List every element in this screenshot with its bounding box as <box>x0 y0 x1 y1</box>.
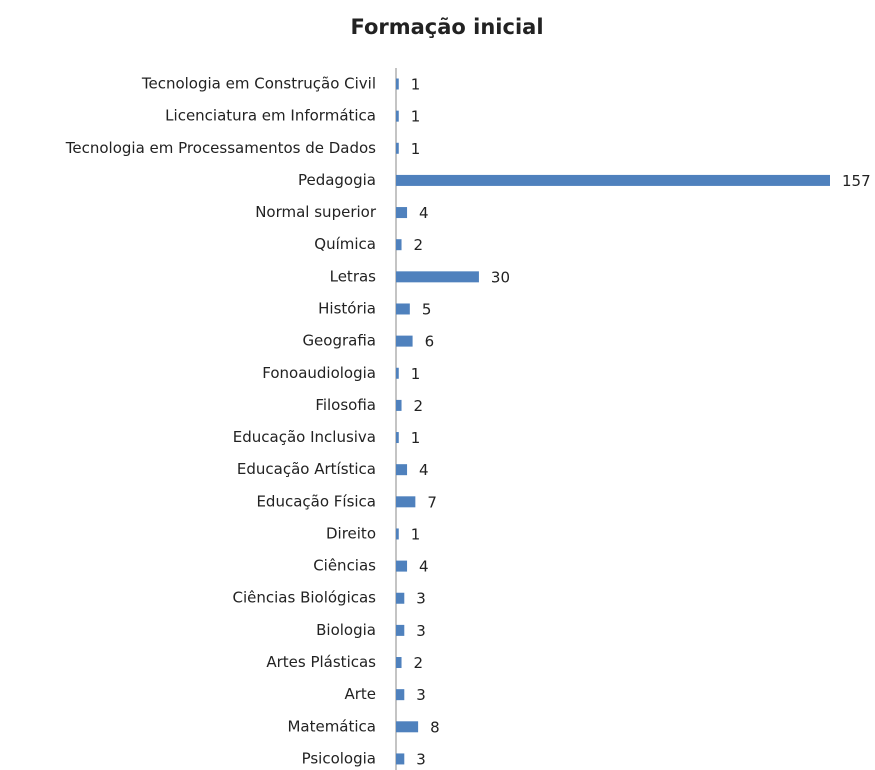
category-label: Arte <box>344 685 376 703</box>
category-label: Ciências <box>313 557 376 575</box>
category-label: Pedagogia <box>298 171 376 189</box>
bar <box>396 239 402 251</box>
category-label: Química <box>314 235 376 253</box>
data-label: 3 <box>416 622 426 640</box>
category-label: Educação Inclusiva <box>233 428 376 446</box>
data-label: 4 <box>419 461 429 479</box>
data-label: 7 <box>427 493 437 511</box>
bar <box>396 721 419 733</box>
category-label: Educação Artística <box>237 460 376 478</box>
category-label: Direito <box>326 524 376 542</box>
bar <box>396 174 830 186</box>
data-label: 1 <box>411 525 421 543</box>
category-label: Tecnologia em Construção Civil <box>141 75 376 93</box>
bar <box>396 367 399 379</box>
bar <box>396 657 402 669</box>
bar <box>396 624 405 636</box>
category-label: Licenciatura em Informática <box>165 107 376 125</box>
data-label: 5 <box>422 300 432 318</box>
category-label: Filosofia <box>315 396 376 414</box>
bar <box>396 432 399 444</box>
data-label: 157 <box>842 172 871 190</box>
bar <box>396 560 408 572</box>
bar <box>396 335 413 347</box>
bar <box>396 464 408 476</box>
bar <box>396 271 479 283</box>
data-label: 1 <box>411 108 421 126</box>
data-label: 6 <box>425 333 435 351</box>
data-label: 3 <box>416 750 426 768</box>
bar <box>396 303 410 315</box>
category-label: Matemática <box>287 717 376 735</box>
data-label: 3 <box>416 686 426 704</box>
bar <box>396 592 405 604</box>
category-label: Letras <box>330 267 377 285</box>
category-label: Psicologia <box>302 749 376 767</box>
category-label: Biologia <box>316 621 376 639</box>
bar <box>396 78 399 90</box>
data-label: 2 <box>414 397 424 415</box>
data-label: 2 <box>414 236 424 254</box>
category-label: História <box>318 299 376 317</box>
data-label: 8 <box>430 718 440 736</box>
data-label: 1 <box>411 140 421 158</box>
category-label: Geografia <box>302 332 376 350</box>
data-label: 4 <box>419 204 429 222</box>
bar <box>396 142 399 154</box>
data-label: 3 <box>416 590 426 608</box>
bar <box>396 753 405 765</box>
data-label: 2 <box>414 654 424 672</box>
bar <box>396 528 399 540</box>
bar <box>396 689 405 701</box>
category-label: Normal superior <box>255 203 377 221</box>
bar <box>396 496 416 508</box>
data-label: 1 <box>411 76 421 94</box>
category-label: Educação Física <box>256 492 376 510</box>
bar <box>396 207 408 219</box>
bar <box>396 399 402 411</box>
category-label: Ciências Biológicas <box>233 589 377 607</box>
category-label: Artes Plásticas <box>266 653 376 671</box>
data-label: 1 <box>411 429 421 447</box>
category-label: Fonoaudiologia <box>262 364 376 382</box>
bar <box>396 110 399 122</box>
category-label: Tecnologia em Processamentos de Dados <box>65 139 376 157</box>
data-label: 30 <box>491 268 510 286</box>
data-label: 4 <box>419 558 429 576</box>
data-label: 1 <box>411 365 421 383</box>
chart-title: Formação inicial <box>350 15 543 39</box>
